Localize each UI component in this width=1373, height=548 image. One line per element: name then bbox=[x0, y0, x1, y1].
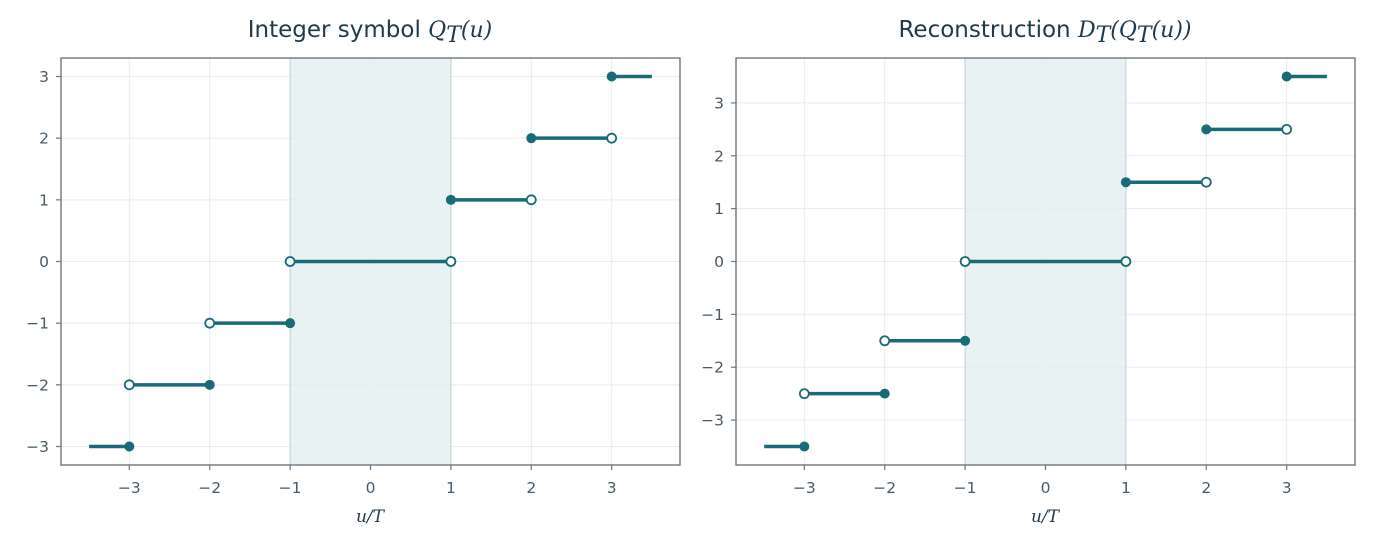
y-tick-label: −2 bbox=[701, 359, 724, 377]
chart-title-math: T bbox=[1137, 23, 1154, 48]
closed-endpoint-marker bbox=[445, 194, 456, 205]
y-tick-label: 2 bbox=[39, 130, 49, 148]
x-tick-label: 2 bbox=[1201, 479, 1211, 497]
y-tick-label: 0 bbox=[39, 253, 49, 271]
open-endpoint-marker bbox=[204, 317, 216, 329]
y-tick-label: 0 bbox=[714, 253, 724, 271]
chart-title-math: D bbox=[1077, 18, 1096, 43]
x-axis-label: u/T bbox=[356, 507, 386, 527]
closed-endpoint-marker bbox=[799, 441, 810, 452]
chart-title-text: Integer symbol bbox=[248, 17, 428, 43]
open-endpoint-marker bbox=[1281, 123, 1293, 135]
chart-title: Integer symbol QT(u) bbox=[248, 17, 493, 48]
closed-endpoint-marker bbox=[1120, 177, 1131, 188]
chart-title-math: T bbox=[1096, 23, 1113, 48]
closed-endpoint-marker bbox=[526, 133, 537, 144]
chart-title-math: (Q bbox=[1110, 18, 1137, 43]
open-endpoint-marker bbox=[445, 256, 457, 267]
closed-endpoint-marker bbox=[204, 379, 215, 390]
closed-endpoint-marker bbox=[1201, 124, 1212, 135]
x-tick-label: 3 bbox=[1282, 479, 1292, 497]
x-tick-label: −2 bbox=[873, 479, 896, 497]
chart-title-math: (u) bbox=[461, 18, 492, 43]
x-tick-label: −1 bbox=[279, 479, 302, 497]
closed-endpoint-marker bbox=[1281, 71, 1292, 82]
open-endpoint-marker bbox=[1120, 256, 1132, 267]
x-tick-label: 0 bbox=[366, 479, 376, 497]
x-tick-label: −1 bbox=[954, 479, 977, 497]
x-tick-label: 0 bbox=[1041, 479, 1051, 497]
open-endpoint-marker bbox=[959, 256, 971, 267]
x-tick-label: 3 bbox=[607, 479, 617, 497]
open-endpoint-marker bbox=[798, 388, 810, 400]
closed-endpoint-marker bbox=[606, 71, 617, 82]
closed-endpoint-marker bbox=[960, 335, 971, 346]
y-tick-label: −1 bbox=[26, 315, 49, 333]
open-endpoint-marker bbox=[606, 132, 618, 144]
y-tick-label: 3 bbox=[714, 94, 724, 112]
y-tick-label: 2 bbox=[714, 147, 724, 165]
y-tick-label: 1 bbox=[714, 200, 724, 218]
open-endpoint-marker bbox=[879, 335, 891, 347]
y-tick-label: −2 bbox=[26, 376, 49, 394]
open-endpoint-marker bbox=[123, 379, 135, 391]
panel-integer-symbol: −3 −2 −1 0 1 2 3 −3 −2 −1 0 1 2 3 Integer symbol QT(u)… bbox=[26, 17, 681, 527]
closed-endpoint-marker bbox=[879, 388, 890, 399]
y-tick-label: 3 bbox=[39, 68, 49, 86]
chart-title-math: Q bbox=[428, 18, 446, 43]
x-axis-label: u/T bbox=[1031, 507, 1061, 527]
x-tick-label: −3 bbox=[118, 479, 141, 497]
y-tick-label: −3 bbox=[701, 412, 724, 430]
chart-title-math: T bbox=[446, 23, 463, 48]
open-endpoint-marker bbox=[1200, 176, 1212, 188]
x-tick-label: 1 bbox=[446, 479, 456, 497]
y-tick-label: 1 bbox=[39, 191, 49, 209]
x-tick-label: 1 bbox=[1121, 479, 1131, 497]
y-tick-label: −3 bbox=[26, 438, 49, 456]
open-endpoint-marker bbox=[284, 256, 296, 267]
x-tick-label: 2 bbox=[526, 479, 536, 497]
chart-title-math: (u)) bbox=[1152, 18, 1192, 43]
closed-endpoint-marker bbox=[285, 318, 296, 329]
open-endpoint-marker bbox=[525, 194, 537, 206]
y-tick-label: −1 bbox=[701, 306, 724, 324]
x-tick-label: −3 bbox=[793, 479, 816, 497]
x-tick-label: −2 bbox=[198, 479, 221, 497]
chart-title: Reconstruction DT(QT(u)) bbox=[898, 17, 1191, 48]
closed-endpoint-marker bbox=[124, 441, 135, 452]
chart-title-text: Reconstruction bbox=[898, 17, 1077, 43]
